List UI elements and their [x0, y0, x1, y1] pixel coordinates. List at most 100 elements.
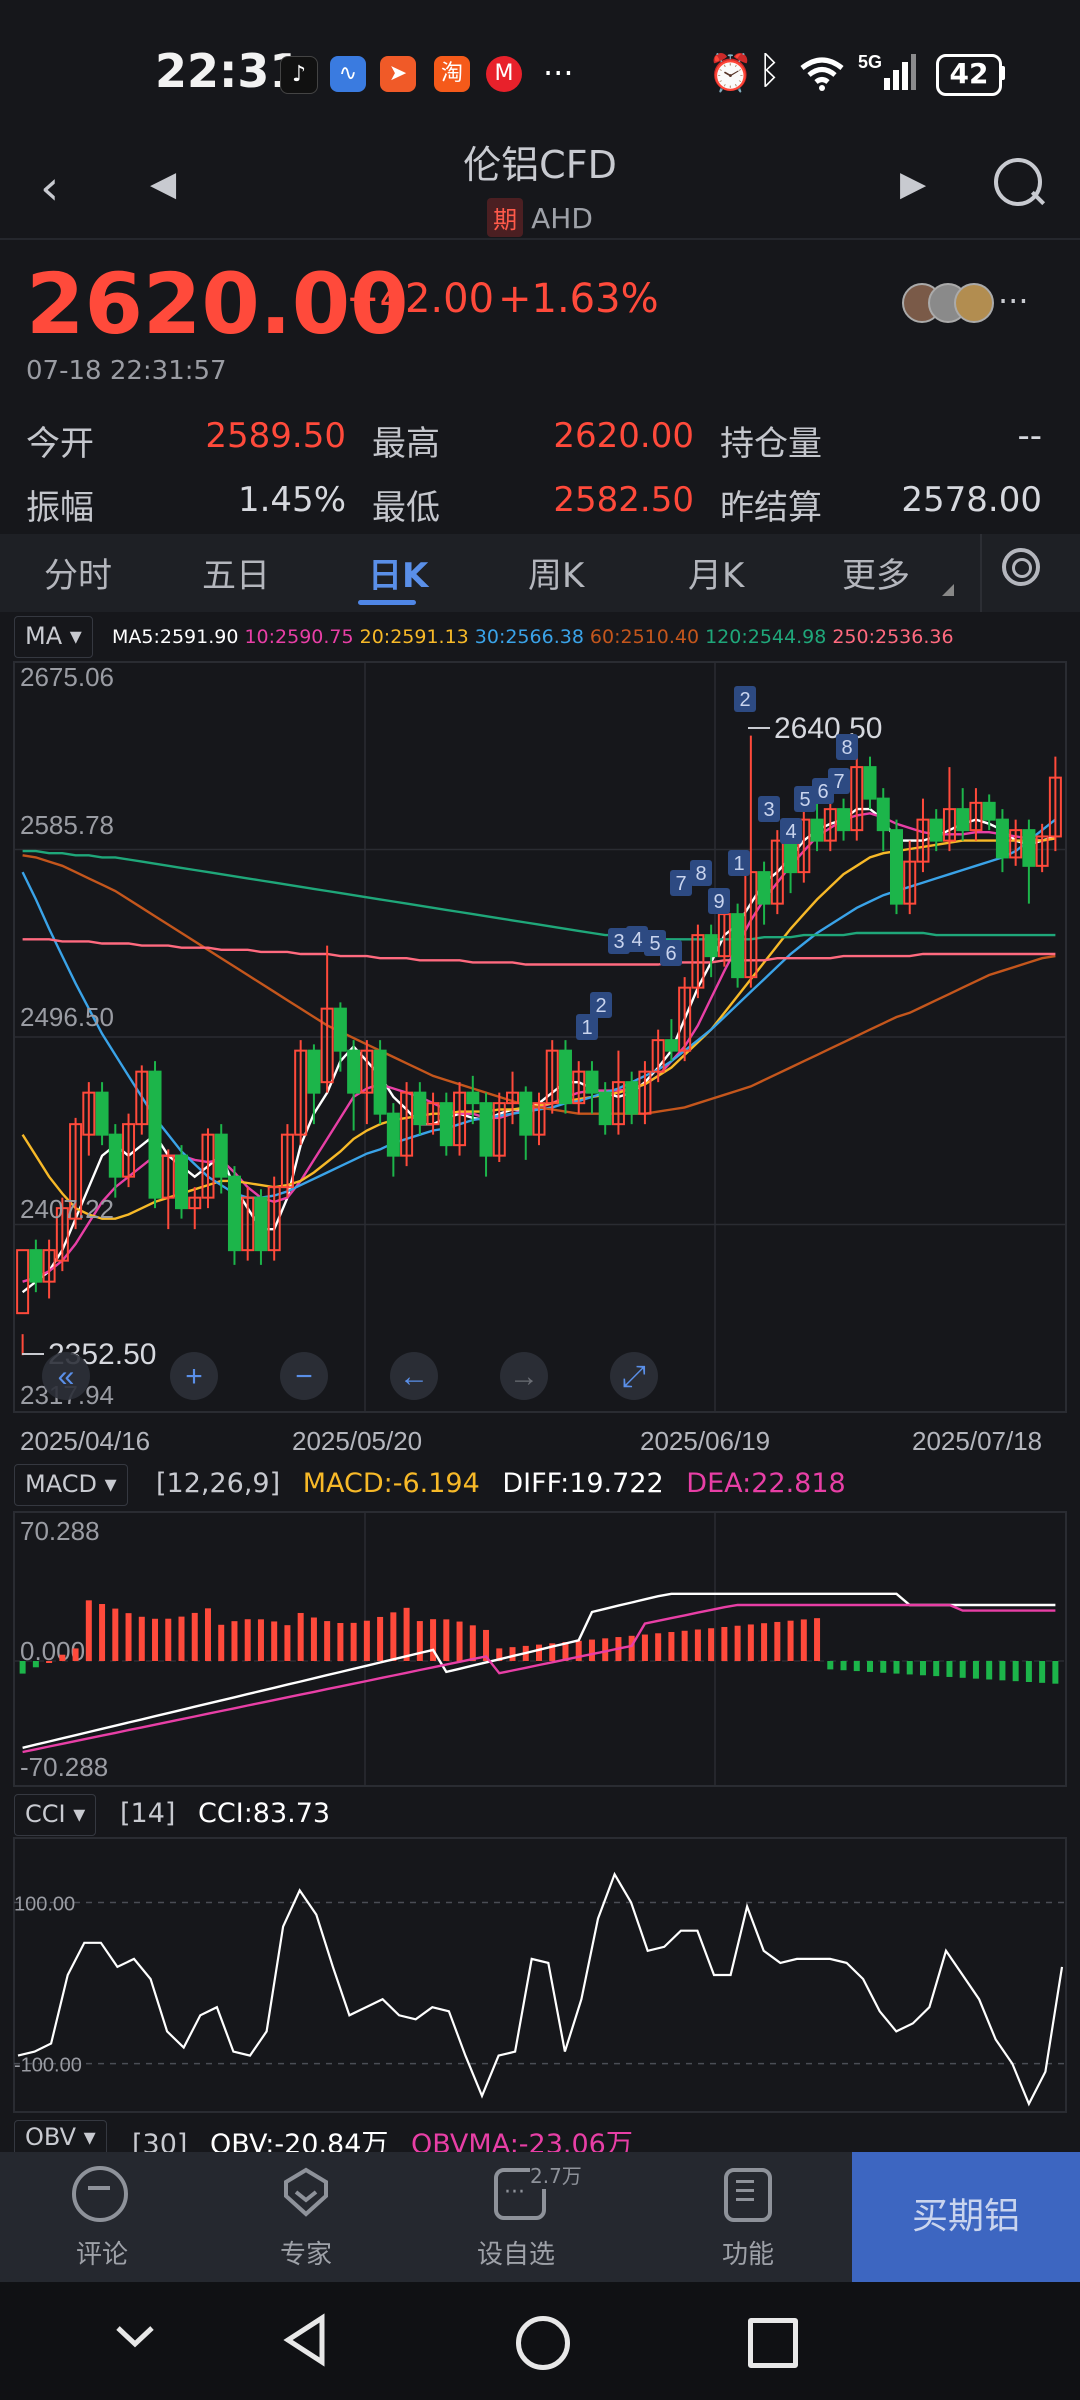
candle-body	[929, 818, 943, 842]
macd-histogram-bar	[19, 1661, 26, 1674]
chart-control-button[interactable]	[390, 1352, 438, 1400]
macd-histogram-bar	[867, 1661, 874, 1672]
more-menu-button[interactable]: ···	[998, 282, 1029, 320]
tab-2[interactable]: 日K	[368, 556, 429, 596]
prev-instrument-button[interactable]: ◀	[150, 164, 177, 204]
macd-selector-dropdown[interactable]: MACD ▾	[14, 1464, 128, 1506]
candle-body	[942, 808, 956, 842]
candle-body	[770, 839, 784, 905]
candle-body	[466, 1091, 480, 1105]
macd-histogram-bar	[628, 1635, 635, 1661]
obv-selector-dropdown[interactable]: OBV ▾	[14, 2120, 107, 2156]
tab-5[interactable]: 更多	[842, 556, 910, 596]
tab-1[interactable]: 五日	[202, 556, 270, 596]
macd-histogram-bar	[1052, 1661, 1059, 1684]
cci-selector-dropdown[interactable]: CCI ▾	[14, 1794, 97, 1836]
macd-histogram-bar	[946, 1661, 953, 1677]
macd-histogram-bar	[787, 1620, 794, 1661]
chart-control-button[interactable]	[170, 1352, 218, 1400]
td-sequence-badge	[758, 796, 780, 822]
candle-body	[241, 1196, 255, 1252]
macd-histogram-bar	[721, 1626, 728, 1661]
macd-histogram-bar	[204, 1608, 211, 1661]
macd-axis-label: -70.288	[20, 1752, 108, 1782]
macd-histogram-bar	[271, 1621, 278, 1661]
macd-histogram-bar	[800, 1619, 807, 1661]
futures-badge: 期	[487, 198, 524, 237]
add-watchlist-button[interactable]: 设自选	[476, 2240, 555, 2270]
buy-futures-button[interactable]: 买期铝	[852, 2152, 1080, 2282]
chart-control-button[interactable]	[610, 1352, 658, 1400]
date-axis-label: 2025/05/20	[292, 1426, 422, 1456]
watchlist-icon[interactable]	[494, 2168, 546, 2220]
chart-control-button[interactable]	[500, 1352, 548, 1400]
search-icon[interactable]	[994, 158, 1042, 206]
candle-body	[651, 1039, 665, 1073]
candle-body	[982, 801, 996, 821]
expert-button[interactable]: 专家	[279, 2240, 332, 2270]
candle-body	[320, 1007, 334, 1084]
alarm-icon: ⏰	[708, 53, 753, 94]
stat-value: 2582.50	[553, 480, 694, 520]
macd-histogram-bar	[906, 1661, 913, 1675]
macd-histogram-bar	[152, 1618, 159, 1661]
nav-back-icon[interactable]	[280, 2312, 330, 2368]
chart-control-button[interactable]	[42, 1352, 90, 1400]
active-tab-indicator	[358, 600, 416, 605]
price-axis-label: 2407.22	[20, 1194, 114, 1224]
td-sequence-number: 6	[665, 943, 676, 965]
td-sequence-badge	[608, 928, 630, 954]
candle-body	[691, 934, 705, 989]
macd-histogram-bar	[853, 1661, 860, 1672]
expert-icon[interactable]	[278, 2166, 334, 2218]
settings-gear-icon[interactable]	[1002, 548, 1040, 586]
tab-3[interactable]: 周K	[528, 556, 585, 596]
stat-label: 最低	[372, 488, 440, 528]
nav-hide-icon[interactable]	[110, 2318, 160, 2358]
nav-home-icon[interactable]	[516, 2316, 570, 2370]
ma-value-3: 30:2566.38	[474, 626, 584, 648]
td-sequence-number: 2	[739, 689, 750, 711]
macd-histogram-bar	[456, 1621, 463, 1661]
macd-histogram-bar	[443, 1619, 450, 1661]
td-sequence-badge	[780, 818, 802, 844]
back-button[interactable]: ‹	[40, 160, 60, 216]
tab-4[interactable]: 月K	[688, 556, 745, 596]
macd-histogram-bar	[46, 1661, 53, 1663]
code-text: AHD	[531, 202, 593, 235]
macd-histogram-bar	[218, 1624, 225, 1661]
function-icon[interactable]	[724, 2168, 772, 2222]
candle-body	[214, 1133, 228, 1178]
next-instrument-button[interactable]: ▶	[900, 164, 927, 204]
macd-histogram-bar	[1012, 1661, 1019, 1682]
ma-selector-dropdown[interactable]: MA ▾	[14, 616, 93, 658]
macd-histogram-bar	[986, 1661, 993, 1680]
candle-body	[532, 1102, 546, 1136]
macd-histogram-bar	[761, 1623, 768, 1661]
comment-button[interactable]: 评论	[75, 2240, 128, 2270]
td-sequence-number: 5	[799, 789, 810, 811]
kline-chart[interactable]: 2675.062585.782496.502407.222317.942640.…	[0, 660, 1080, 2152]
function-button[interactable]: 功能	[721, 2240, 774, 2270]
macd-histogram-bar	[694, 1629, 701, 1661]
candle-body	[55, 1207, 69, 1262]
comment-icon[interactable]	[72, 2166, 128, 2222]
ma-value-2: 20:2591.13	[359, 626, 469, 648]
candle-body	[823, 808, 837, 842]
tab-0[interactable]: 分时	[44, 556, 112, 596]
avatar[interactable]	[954, 283, 994, 323]
date-axis-label: 2025/06/19	[640, 1426, 770, 1456]
macd-histogram-bar	[297, 1612, 304, 1661]
nav-recents-icon[interactable]	[748, 2318, 798, 2368]
candle-body	[360, 1049, 374, 1094]
ma-value-6: 250:2536.36	[832, 626, 954, 648]
macd-histogram-bar	[999, 1661, 1006, 1681]
td-sequence-number: 1	[581, 1017, 592, 1039]
macd-histogram-bar	[377, 1616, 384, 1661]
stat-value: --	[1017, 416, 1042, 456]
chart-control-button[interactable]	[280, 1352, 328, 1400]
candle-body	[638, 1070, 652, 1115]
candle-body	[82, 1091, 96, 1136]
period-tabs	[0, 534, 1080, 612]
macd-histogram-bar	[972, 1661, 979, 1679]
